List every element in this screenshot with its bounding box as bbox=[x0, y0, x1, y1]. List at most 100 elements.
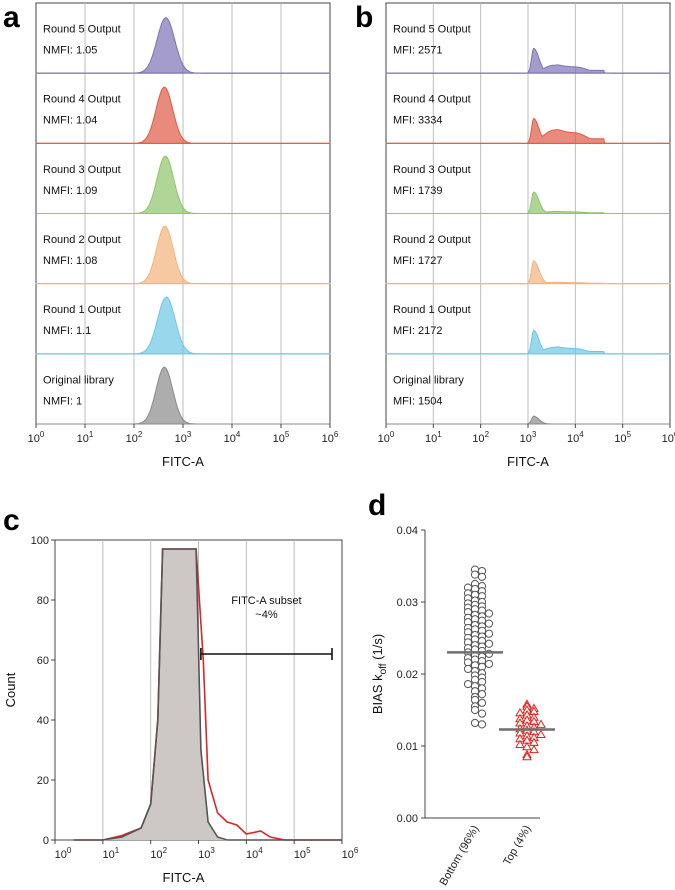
x-axis-title: FITC-A bbox=[162, 454, 204, 469]
y-tick-label: 0.02 bbox=[397, 669, 418, 681]
y-tick-label: 0.03 bbox=[397, 597, 418, 609]
x-tick-label: 100 bbox=[28, 430, 45, 445]
y-tick-label: 100 bbox=[31, 535, 49, 547]
histogram-round5 bbox=[35, 17, 331, 74]
y-tick-label: 0.04 bbox=[397, 525, 418, 537]
point-bottom bbox=[484, 629, 494, 638]
histogram-round5 bbox=[385, 47, 671, 74]
x-tick-label-exp: 0 bbox=[390, 430, 395, 439]
histogram-round4 bbox=[385, 117, 671, 144]
point-bottom bbox=[484, 659, 494, 669]
x-tick-label-exp: 5 bbox=[627, 430, 632, 439]
x-tick-label: 100 bbox=[55, 846, 72, 861]
y-axis-title-main: BIAS k bbox=[370, 674, 385, 714]
row-name-round5: Round 5 Output bbox=[393, 23, 471, 35]
y-tick-label: 20 bbox=[37, 775, 49, 787]
gate-label: FITC-A subset bbox=[231, 595, 301, 607]
histogram-round1 bbox=[35, 296, 331, 355]
point-bottom bbox=[463, 664, 473, 674]
x-tick-label-base: 10 bbox=[342, 849, 354, 861]
x-tick-label-base: 10 bbox=[77, 433, 89, 445]
x-tick-label-base: 10 bbox=[224, 433, 236, 445]
y-tick-label: 60 bbox=[37, 655, 49, 667]
y-tick-label: 0.00 bbox=[397, 813, 418, 825]
x-tick-label-base: 10 bbox=[102, 849, 114, 861]
x-tick-label-base: 10 bbox=[567, 433, 579, 445]
row-metric-round5: MFI: 2571 bbox=[393, 45, 443, 57]
row-metric-round2: MFI: 1727 bbox=[393, 255, 443, 267]
gray-histogram-fill bbox=[74, 549, 342, 840]
x-axis-title: FITC-A bbox=[507, 454, 549, 469]
gate-percent: ~4% bbox=[255, 609, 278, 621]
point-top bbox=[529, 744, 539, 754]
x-tick-label-exp: 0 bbox=[40, 430, 45, 439]
x-tick-label-exp: 3 bbox=[532, 430, 537, 439]
histogram-round1 bbox=[385, 329, 671, 355]
point-bottom bbox=[470, 705, 480, 715]
x-tick-label-base: 10 bbox=[273, 433, 285, 445]
x-tick-label: 102 bbox=[150, 846, 167, 861]
x-tick-label-base: 10 bbox=[246, 849, 258, 861]
x-tick-label-base: 10 bbox=[294, 849, 306, 861]
point-bottom bbox=[484, 619, 494, 628]
x-tick-label: 102 bbox=[126, 430, 143, 445]
x-tick-label: 103 bbox=[520, 430, 537, 445]
histogram-round4 bbox=[35, 86, 331, 144]
x-category-label: Top (4%) bbox=[501, 824, 533, 868]
y-tick-label: 0.01 bbox=[397, 741, 418, 753]
point-bottom bbox=[470, 718, 480, 728]
y-tick-label: 80 bbox=[37, 595, 49, 607]
row-metric-round1: MFI: 2172 bbox=[393, 325, 443, 337]
x-tick-label-base: 10 bbox=[150, 849, 162, 861]
panel-letter-c: c bbox=[3, 504, 20, 537]
x-axis-title: FITC-A bbox=[163, 870, 205, 885]
point-bottom bbox=[484, 609, 494, 618]
row-metric-round3: MFI: 1739 bbox=[393, 185, 443, 197]
x-tick-label-exp: 5 bbox=[306, 846, 311, 855]
red-histogram-line bbox=[74, 548, 342, 841]
x-tick-label-exp: 2 bbox=[163, 846, 168, 855]
panel-letter-a: a bbox=[3, 1, 20, 34]
row-name-round2: Round 2 Output bbox=[393, 234, 471, 246]
point-bottom bbox=[477, 690, 487, 699]
x-tick-label-base: 10 bbox=[520, 433, 532, 445]
panel-b: Round 5 Output MFI: 2571 Round 4 Output MFI… bbox=[378, 2, 675, 469]
x-tick-label: 104 bbox=[567, 430, 584, 445]
x-tick-label-exp: 5 bbox=[285, 430, 290, 439]
row-name-round3: Round 3 Output bbox=[43, 164, 121, 176]
x-tick-label: 106 bbox=[662, 430, 675, 445]
x-tick-label-exp: 6 bbox=[334, 430, 339, 439]
point-top bbox=[522, 741, 532, 751]
point-bottom bbox=[477, 698, 487, 707]
point-bottom bbox=[477, 709, 487, 718]
x-tick-label-base: 10 bbox=[55, 849, 67, 861]
x-tick-label: 105 bbox=[614, 430, 631, 445]
point-bottom bbox=[463, 679, 473, 689]
point-top bbox=[522, 751, 532, 761]
row-name-round1: Round 1 Output bbox=[43, 304, 121, 316]
point-bottom bbox=[470, 570, 480, 579]
point-bottom bbox=[484, 639, 494, 648]
histogram-round3 bbox=[386, 191, 670, 214]
x-tick-label: 104 bbox=[224, 430, 241, 445]
x-tick-label-exp: 4 bbox=[579, 430, 584, 439]
row-metric-original: MFI: 1504 bbox=[393, 395, 443, 407]
row-metric-round4: MFI: 3334 bbox=[393, 115, 443, 127]
x-tick-label: 100 bbox=[378, 430, 395, 445]
row-name-round1: Round 1 Output bbox=[393, 304, 471, 316]
row-metric-round2: NMFI: 1.08 bbox=[43, 255, 97, 267]
x-tick-label-base: 10 bbox=[472, 433, 484, 445]
y-tick-label: 40 bbox=[37, 715, 49, 727]
y-axis-title: BIAS koff (1/s) bbox=[370, 634, 389, 714]
point-bottom bbox=[477, 720, 487, 729]
x-tick-label: 101 bbox=[425, 430, 442, 445]
histogram-round2 bbox=[35, 225, 331, 285]
x-tick-label: 101 bbox=[77, 430, 94, 445]
point-top bbox=[536, 719, 546, 728]
x-tick-label-base: 10 bbox=[322, 433, 334, 445]
gray-histogram-line bbox=[74, 548, 342, 841]
x-tick-label-exp: 1 bbox=[437, 430, 442, 439]
row-metric-round5: NMFI: 1.05 bbox=[43, 45, 97, 57]
